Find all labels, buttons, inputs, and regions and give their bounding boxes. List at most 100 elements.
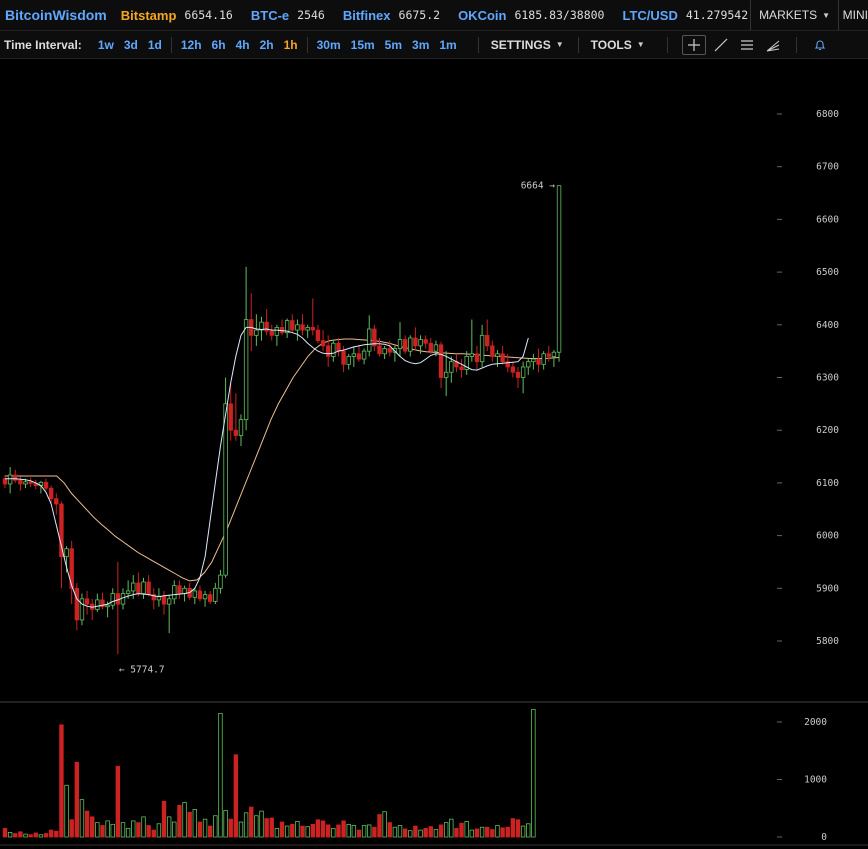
candle-body xyxy=(382,348,387,355)
candle-body xyxy=(238,419,244,436)
volume-bar xyxy=(372,826,377,838)
interval-3d[interactable]: 3d xyxy=(123,37,138,52)
candle-body xyxy=(28,481,33,484)
volume-bar xyxy=(459,822,464,838)
candle-body xyxy=(372,328,377,347)
candle-body xyxy=(115,593,121,605)
candle-body xyxy=(274,327,280,336)
hlines-icon[interactable] xyxy=(736,36,758,54)
volume-bar xyxy=(279,821,285,838)
markets-menu-button[interactable]: MARKETS ▼ xyxy=(750,0,838,30)
volume-bar xyxy=(213,815,218,838)
volume-bar xyxy=(223,810,228,838)
brand-logo[interactable]: BitcoinWisdom xyxy=(5,7,107,23)
divider xyxy=(795,36,797,53)
volume-bar xyxy=(249,806,254,838)
interval-5m[interactable]: 5m xyxy=(384,37,403,52)
volume-bar xyxy=(33,832,38,838)
interval-2h[interactable]: 2h xyxy=(259,37,274,52)
price-tick-label: 5900 xyxy=(816,583,839,594)
volume-bar xyxy=(377,814,382,838)
volume-bar xyxy=(28,834,33,838)
volume-bar xyxy=(95,822,100,838)
volume-bar xyxy=(351,825,357,838)
volume-bar xyxy=(243,812,249,838)
volume-bar xyxy=(505,826,510,838)
fan-icon[interactable] xyxy=(762,36,784,54)
volume-bar xyxy=(115,765,121,838)
volume-bar xyxy=(228,818,233,838)
interval-30m[interactable]: 30m xyxy=(316,37,341,52)
ticker-price: 6654.16 xyxy=(184,8,233,22)
settings-label: SETTINGS xyxy=(490,37,551,52)
alarm-icon[interactable] xyxy=(809,36,831,54)
interval-1m[interactable]: 1m xyxy=(439,37,457,52)
ticker-item[interactable]: LTC/USD 41.279542 xyxy=(622,8,748,23)
interval-12h[interactable]: 12h xyxy=(180,37,202,52)
tools-menu-button[interactable]: TOOLS ▼ xyxy=(583,38,653,52)
volume-bar xyxy=(325,824,331,838)
volume-bar xyxy=(397,825,403,838)
candle-body xyxy=(469,353,475,357)
candle-body xyxy=(546,353,551,357)
candle-body xyxy=(69,548,74,589)
candle-body xyxy=(351,353,357,357)
candle-body xyxy=(531,358,536,363)
candle-body xyxy=(325,345,331,357)
candle-body xyxy=(177,585,182,594)
price-chart[interactable]: 5800 5900 6000 6100 6200 6300 6400 6500 6600 6700… xyxy=(0,59,868,849)
interval-1d[interactable]: 1d xyxy=(147,37,162,52)
interval-1w[interactable]: 1w xyxy=(97,37,114,52)
volume-bar xyxy=(233,754,239,838)
price-tick-label: 6100 xyxy=(816,478,839,489)
candle-body xyxy=(54,498,59,505)
interval-6h[interactable]: 6h xyxy=(211,37,226,52)
crosshair-icon[interactable] xyxy=(681,34,706,55)
interval-1h[interactable]: 1h xyxy=(283,37,298,52)
line-icon[interactable] xyxy=(710,36,732,54)
chart-toolbar: Time Interval: 1w 3d 1d 12h 6h 4h 2h 1h 30m 15m… xyxy=(0,31,868,59)
mini-button[interactable]: MINI xyxy=(837,0,868,30)
candle-body xyxy=(408,337,413,352)
ticker-item[interactable]: BTC-e 2546 xyxy=(251,8,325,23)
candle-body xyxy=(64,548,69,558)
ticker-exchange: Bitfinex xyxy=(342,7,391,23)
settings-menu-button[interactable]: SETTINGS ▼ xyxy=(483,38,572,52)
ticker-item[interactable]: Bitfinex 6675.2 xyxy=(343,8,440,23)
volume-bar xyxy=(305,826,310,838)
candle-body xyxy=(361,350,367,360)
volume-bar xyxy=(141,816,146,838)
volume-bar xyxy=(408,830,413,838)
candle-body xyxy=(346,356,351,365)
ticker-list: Bitstamp 6654.16 BTC-e 2546 Bitfinex 6675.2 OK… xyxy=(121,8,766,23)
volume-bar xyxy=(207,825,213,838)
volume-bar xyxy=(295,821,300,838)
volume-bar xyxy=(105,820,110,838)
volume-bar xyxy=(7,832,13,838)
candle-body xyxy=(161,595,167,605)
ticker-exchange: Bitstamp xyxy=(120,7,177,23)
interval-4h[interactable]: 4h xyxy=(235,37,250,52)
ticker-exchange: LTC/USD xyxy=(622,7,678,23)
interval-3m[interactable]: 3m xyxy=(412,37,430,52)
ticker-item[interactable]: Bitstamp 6654.16 xyxy=(121,8,233,23)
candle-body xyxy=(172,585,177,600)
high-annotation: 6664 → xyxy=(521,181,556,192)
candle-body xyxy=(377,345,382,355)
candle-body xyxy=(207,594,213,602)
volume-tick-label: 2000 xyxy=(804,717,827,728)
volume-bar xyxy=(520,825,526,838)
volume-bar xyxy=(202,818,208,838)
volume-bar xyxy=(90,816,95,838)
volume-bar xyxy=(151,829,156,838)
volume-bar xyxy=(464,821,469,838)
candle-body xyxy=(264,321,269,332)
volume-bar xyxy=(23,833,28,838)
interval-15m[interactable]: 15m xyxy=(350,37,375,52)
volume-bar xyxy=(479,826,485,838)
candle-body xyxy=(356,353,362,360)
ticker-item[interactable]: OKCoin 6185.83/38800 xyxy=(458,8,604,23)
volume-bar xyxy=(100,825,105,838)
candle-body xyxy=(105,604,110,608)
volume-bar xyxy=(361,825,367,838)
